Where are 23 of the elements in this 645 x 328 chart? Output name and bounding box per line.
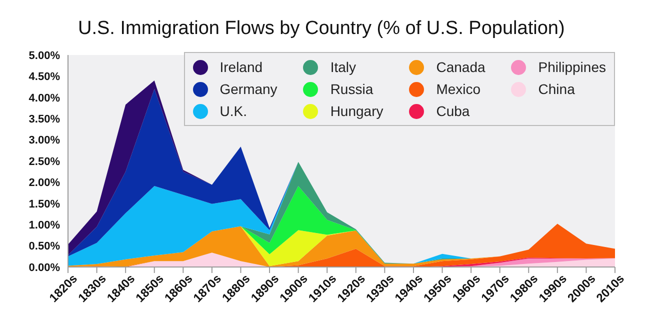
y-tick-label: 3.50% bbox=[28, 114, 60, 126]
y-tick-label: 1.50% bbox=[28, 198, 60, 210]
y-tick-label: 5.00% bbox=[28, 50, 60, 62]
legend-label: Canada bbox=[436, 59, 486, 75]
legend-label: Mexico bbox=[436, 81, 481, 97]
y-tick-label: 2.50% bbox=[28, 156, 60, 168]
legend-label: China bbox=[538, 81, 575, 97]
legend-label: Cuba bbox=[436, 103, 470, 119]
legend-label: Italy bbox=[330, 59, 356, 75]
y-tick-label: 0.00% bbox=[28, 262, 60, 274]
chart-title: U.S. Immigration Flows by Country (% of U.S. Population) bbox=[78, 18, 565, 40]
y-tick-label: 2.00% bbox=[28, 177, 60, 190]
y-tick-label: 4.50% bbox=[28, 71, 60, 84]
y-tick-label: 3.00% bbox=[28, 134, 60, 147]
legend-label: Hungary bbox=[330, 103, 384, 119]
legend-label: Ireland bbox=[220, 59, 263, 75]
legend-label: Russia bbox=[330, 81, 374, 97]
y-tick-label: 0.50% bbox=[28, 240, 60, 253]
y-tick-label: 4.00% bbox=[28, 92, 60, 104]
legend-label: Germany bbox=[220, 81, 278, 97]
legend-label: Philippines bbox=[538, 59, 606, 75]
y-tick-label: 1.00% bbox=[28, 220, 60, 232]
legend-label: U.K. bbox=[220, 103, 247, 119]
